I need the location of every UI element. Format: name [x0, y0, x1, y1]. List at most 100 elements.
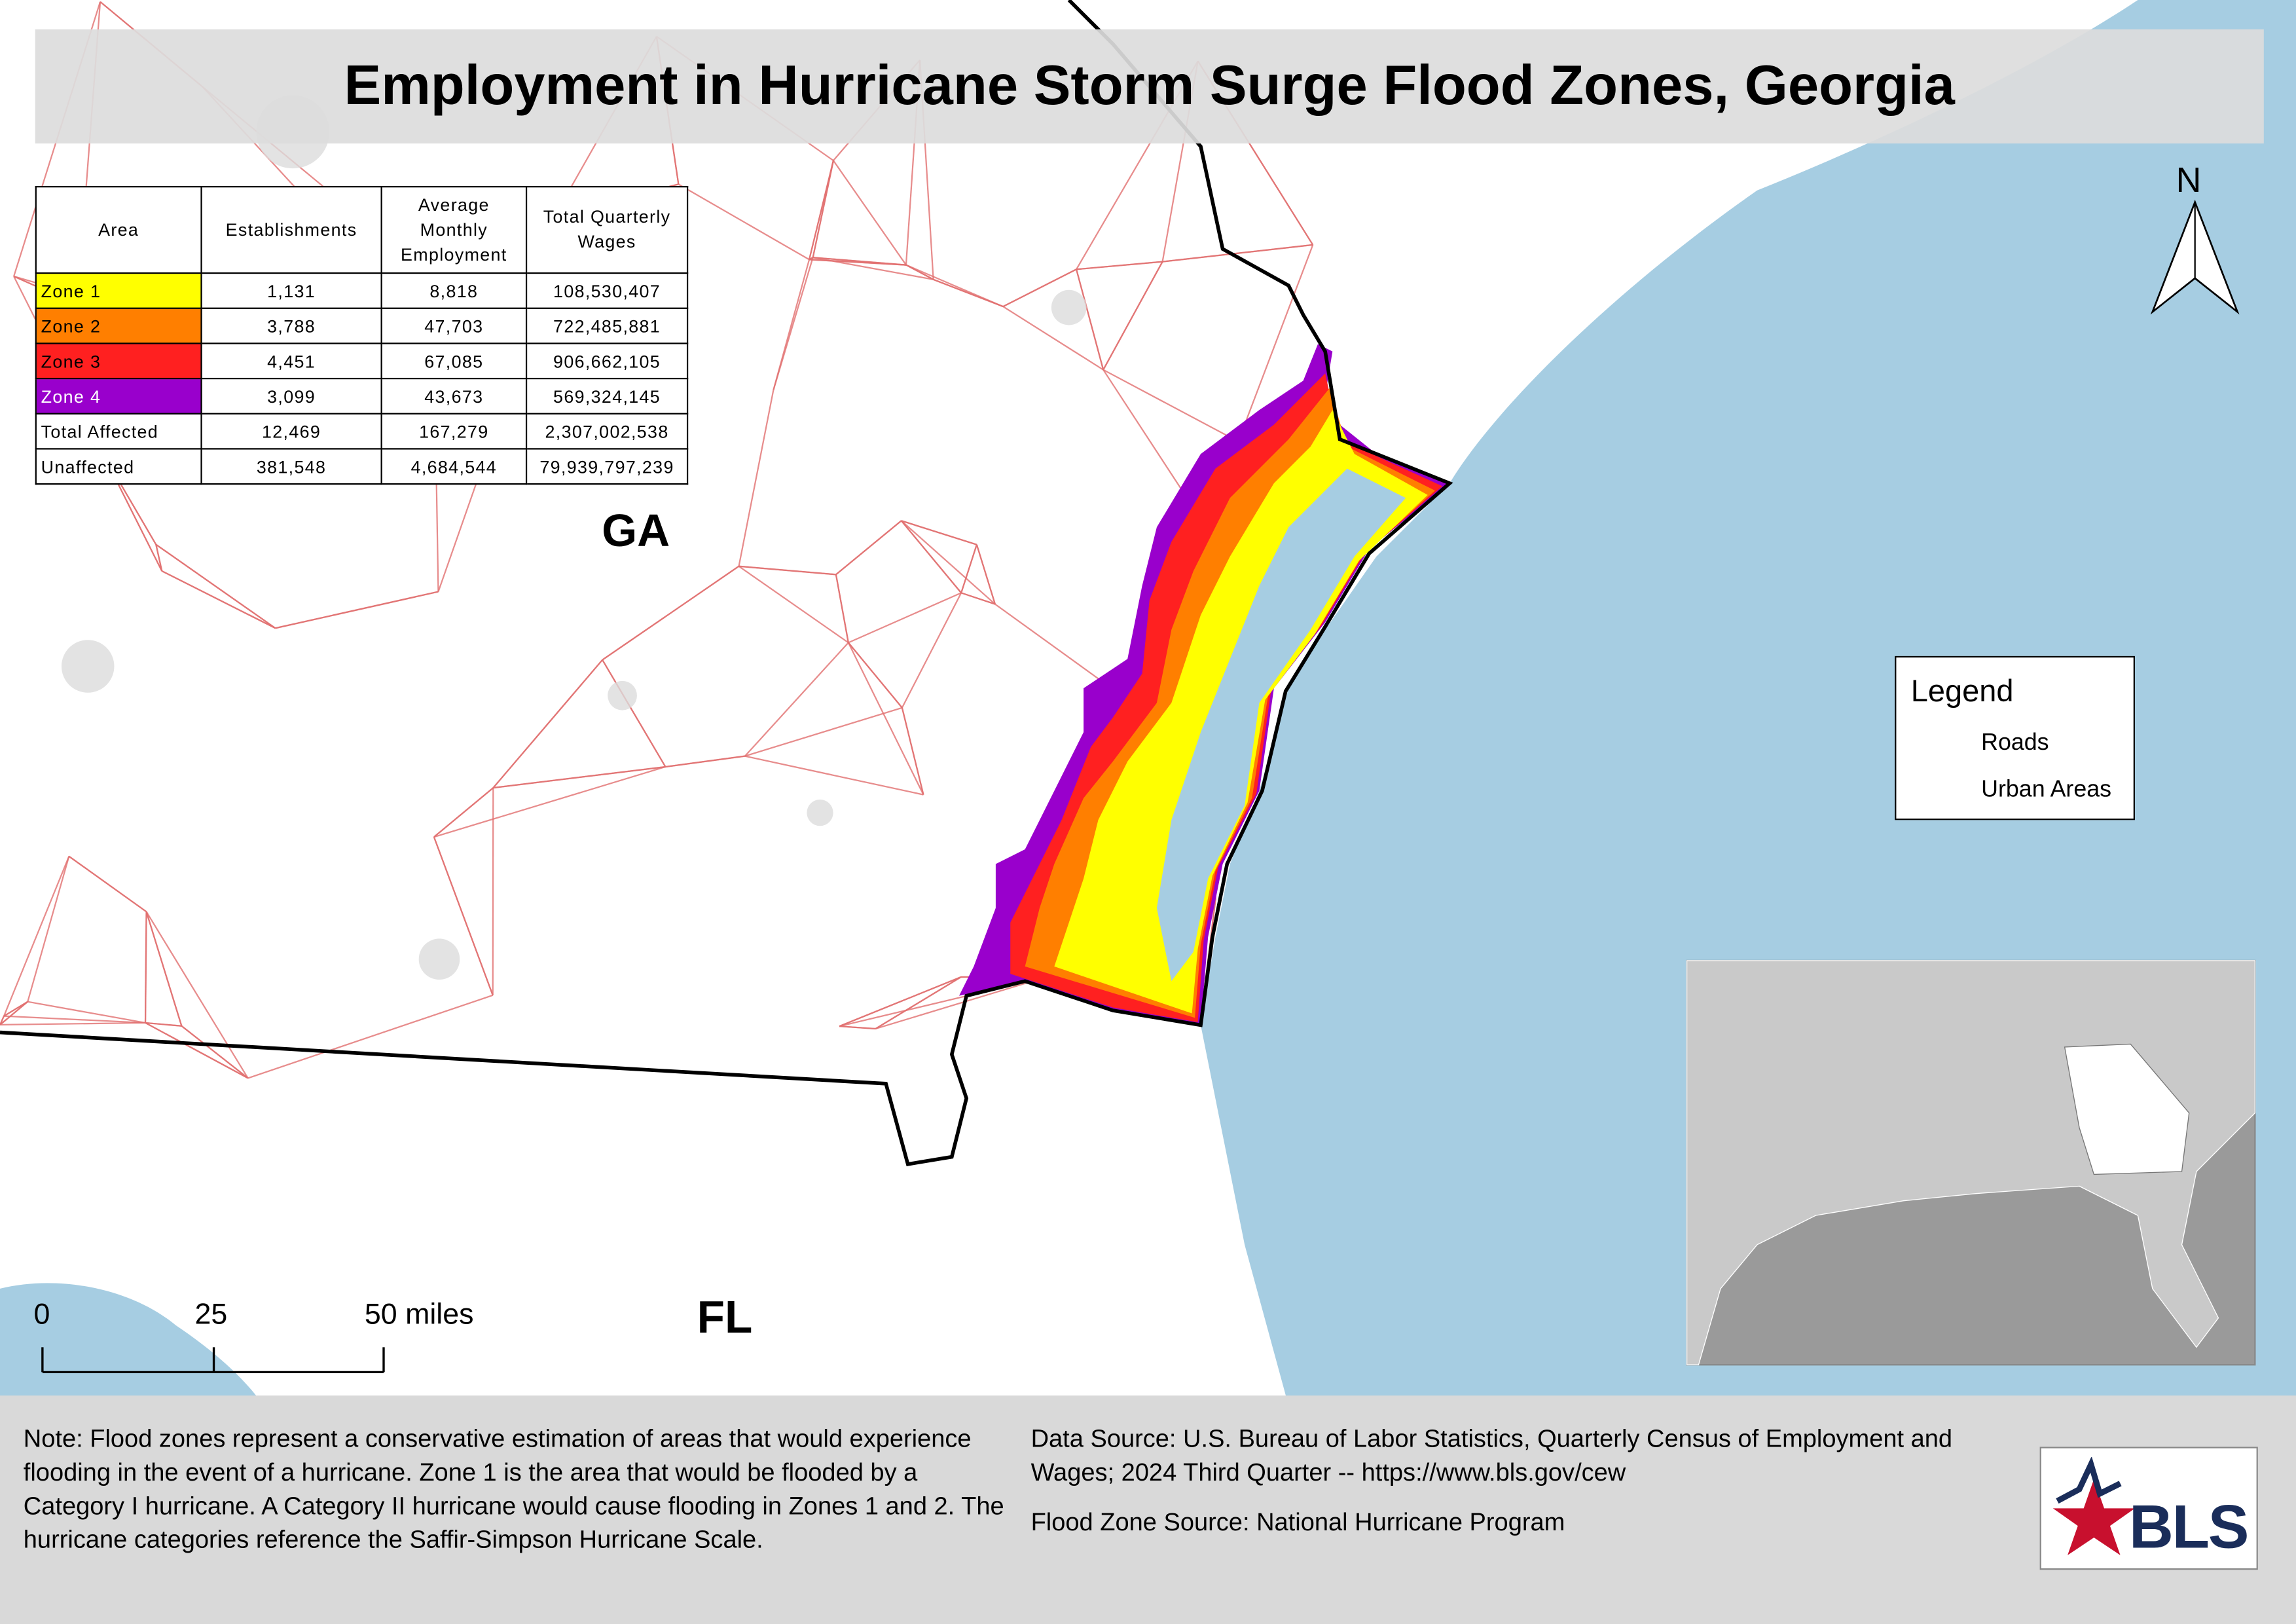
road — [27, 856, 70, 1002]
table-cell: 3,099 — [200, 377, 382, 415]
road — [1002, 268, 1077, 308]
data-source: Data Source: U.S. Bureau of Labor Statis… — [1030, 1424, 1953, 1486]
north-arrow — [2150, 199, 2240, 315]
road — [161, 570, 276, 629]
scale-label: 0 — [33, 1299, 50, 1331]
table-cell: 2,307,002,538 — [525, 413, 689, 450]
table-cell: 108,530,407 — [525, 272, 689, 309]
road — [1102, 369, 1195, 510]
north-label: N — [2176, 160, 2202, 201]
logo-star — [2052, 1457, 2135, 1555]
road — [0, 1001, 28, 1025]
table-cell: 3,788 — [200, 307, 382, 344]
table-cell: 1,131 — [200, 272, 382, 309]
inset-map — [1686, 959, 2256, 1366]
road — [144, 912, 147, 1023]
flood-zone-source: Flood Zone Source: National Hurricane Pr… — [1030, 1508, 1565, 1536]
road — [900, 520, 996, 605]
road — [145, 911, 249, 1079]
road — [839, 976, 962, 1027]
road — [835, 574, 849, 643]
table-header: Area Establishments Average Monthly Empl… — [35, 186, 689, 274]
road — [433, 787, 494, 838]
road — [68, 855, 147, 913]
road — [744, 707, 903, 757]
logo-star-shape — [2052, 1479, 2135, 1555]
table-body: Zone 1 1,131 8,818 108,530,407 Zone 2 3,788 47… — [35, 272, 689, 485]
legend: Legend Roads Urban Areas — [1895, 655, 2135, 821]
road — [275, 591, 439, 629]
road — [0, 1022, 146, 1026]
table-row: Zone 1 1,131 8,818 108,530,407 — [35, 272, 689, 309]
legend-item: Urban Areas — [1981, 777, 2112, 803]
table-cell: 906,662,105 — [525, 342, 689, 380]
inset-georgia — [2064, 1043, 2190, 1175]
state-label: FL — [697, 1291, 753, 1343]
table-row: Zone 3 4,451 67,085 906,662,105 — [35, 342, 689, 380]
table-row: Zone 2 3,788 47,703 722,485,881 — [35, 307, 689, 344]
road — [1076, 269, 1104, 370]
road — [901, 520, 977, 545]
road — [848, 592, 962, 644]
road — [155, 544, 276, 629]
urban-area — [1051, 289, 1087, 325]
flood-zones — [958, 344, 1450, 1025]
table-cell: 12,469 — [200, 413, 382, 450]
road — [492, 788, 494, 995]
road — [433, 836, 494, 996]
logo-text: BLS — [2129, 1492, 2249, 1561]
table-cell: Zone 2 — [35, 307, 202, 344]
legend-item: Roads — [1981, 730, 2049, 756]
scale-bar — [41, 1347, 385, 1374]
road — [602, 565, 740, 661]
road — [1002, 306, 1104, 371]
table-cell: 381,548 — [200, 448, 382, 485]
urban-area — [61, 640, 115, 693]
road — [492, 659, 603, 788]
table-cell: 4,684,544 — [380, 448, 528, 485]
table-cell: Total Affected — [35, 413, 202, 450]
road — [181, 1025, 249, 1079]
road — [3, 1015, 146, 1024]
title-bar: Employment in Hurricane Storm Surge Floo… — [35, 29, 2264, 144]
header-cell: Area — [35, 186, 202, 274]
road — [27, 1001, 146, 1024]
road — [1102, 369, 1239, 443]
road — [678, 183, 810, 261]
road — [835, 520, 902, 576]
road — [905, 264, 934, 280]
road — [1237, 244, 1314, 442]
road — [433, 766, 666, 838]
road — [602, 659, 666, 767]
table-row: Zone 4 3,099 43,673 569,324,145 — [35, 377, 689, 415]
state-label: GA — [602, 505, 670, 557]
stats-table: Area Establishments Average Monthly Empl… — [35, 186, 689, 485]
note: Note: Flood zones represent a conservati… — [23, 1424, 1004, 1554]
logo-line — [2056, 1457, 2122, 1504]
table-cell: Zone 3 — [35, 342, 202, 380]
scale-label: 50 miles — [364, 1299, 474, 1331]
header-cell: Establishments — [200, 186, 382, 274]
road — [1162, 244, 1313, 263]
road — [738, 565, 849, 644]
road — [744, 642, 849, 757]
road — [437, 471, 481, 592]
road — [812, 160, 835, 258]
road — [960, 592, 996, 605]
road — [809, 259, 907, 266]
road — [493, 766, 666, 789]
table-cell: Zone 4 — [35, 377, 202, 415]
header-cell: Average Monthly Employment — [380, 186, 528, 274]
road — [847, 642, 903, 709]
road — [665, 755, 746, 768]
road — [738, 390, 774, 566]
road — [1076, 261, 1163, 270]
road — [3, 856, 70, 1017]
map-title: Employment in Hurricane Storm Surge Floo… — [344, 54, 1955, 117]
road — [847, 642, 924, 796]
table-cell: 67,085 — [380, 342, 528, 380]
scale-label: 25 — [194, 1299, 228, 1331]
marsh-water — [1156, 468, 1406, 982]
road — [145, 911, 183, 1027]
